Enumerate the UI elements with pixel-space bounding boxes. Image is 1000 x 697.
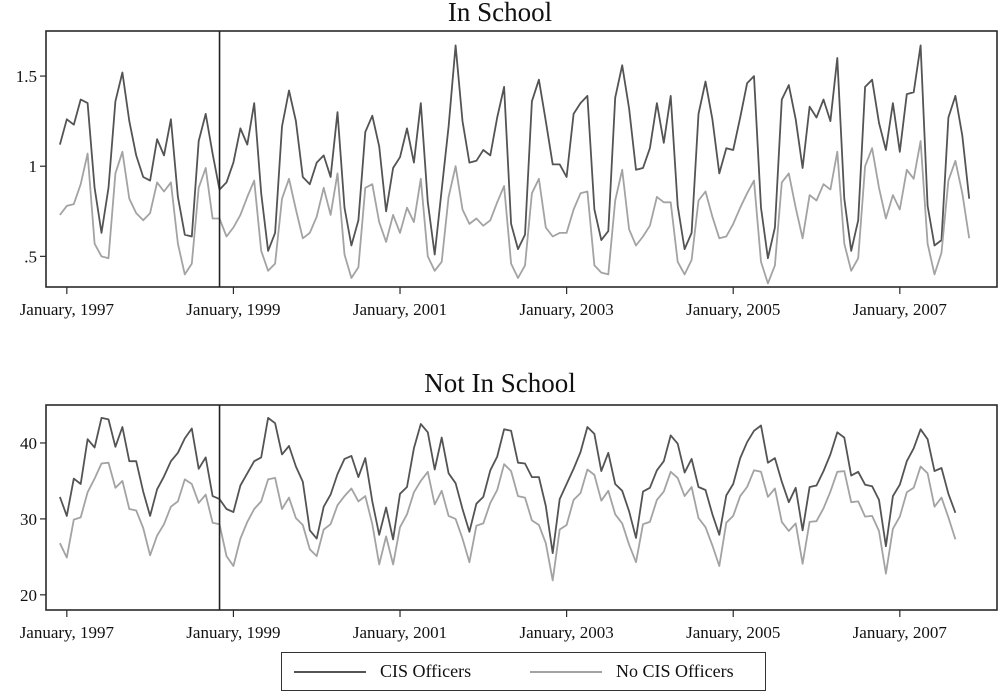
legend-swatch-cis (294, 670, 366, 673)
x-tick-label-not-in-school: January, 2005 (686, 623, 780, 642)
legend-label-cis: CIS Officers (380, 661, 472, 681)
chart-title-not-in-school: Not In School (424, 368, 576, 398)
chart-title-in-school: In School (447, 0, 553, 27)
plot-frame-not-in-school (45, 404, 998, 611)
series-line-cis-in-school (59, 44, 971, 260)
legend-item-no-cis: No CIS Officers (530, 653, 734, 690)
x-tick-label-in-school: January, 2007 (853, 300, 948, 319)
series-line-no-cis-in-school (59, 140, 971, 285)
legend-label-no-cis: No CIS Officers (616, 661, 734, 681)
x-tick-label-in-school: January, 1999 (186, 300, 280, 319)
x-tick-label-in-school: January, 1997 (20, 300, 115, 319)
plot-frame-in-school (45, 30, 998, 288)
x-tick-label-not-in-school: January, 1999 (186, 623, 280, 642)
y-tick-label-not-in-school: 40 (20, 434, 37, 453)
series-line-cis-not-in-school (59, 416, 957, 554)
y-tick-label-in-school: .5 (24, 247, 37, 266)
y-tick-label-in-school: 1 (29, 157, 38, 176)
legend-item-cis: CIS Officers (294, 653, 471, 690)
chart-legend: CIS Officers No CIS Officers (281, 652, 766, 691)
x-tick-label-not-in-school: January, 2001 (353, 623, 447, 642)
x-tick-label-in-school: January, 2001 (353, 300, 447, 319)
x-tick-label-in-school: January, 2003 (519, 300, 613, 319)
series-line-no-cis-not-in-school (59, 461, 957, 582)
x-tick-label-in-school: January, 2005 (686, 300, 780, 319)
x-tick-label-not-in-school: January, 1997 (20, 623, 115, 642)
y-tick-label-in-school: 1.5 (16, 67, 37, 86)
y-tick-label-not-in-school: 30 (20, 510, 37, 529)
legend-swatch-no-cis (530, 670, 602, 673)
x-tick-label-not-in-school: January, 2003 (519, 623, 613, 642)
y-tick-label-not-in-school: 20 (20, 586, 37, 605)
x-tick-label-not-in-school: January, 2007 (853, 623, 948, 642)
